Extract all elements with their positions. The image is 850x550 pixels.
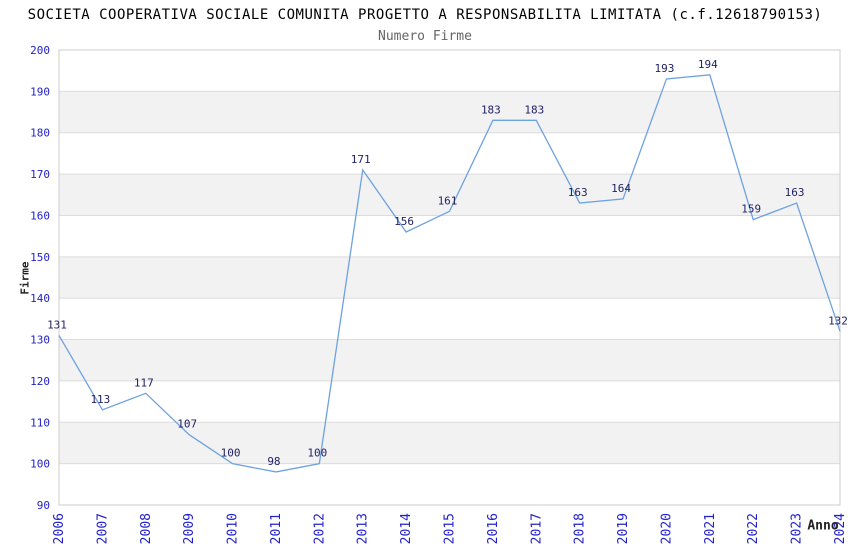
chart-subtitle: Numero Firme [378,29,472,44]
data-line [58,74,841,473]
value-label: 159 [741,203,761,216]
y-tick-label: 150 [30,251,50,264]
value-label: 98 [267,455,280,468]
value-label: 132 [828,314,848,327]
value-label: 193 [655,62,675,75]
value-label: 163 [785,186,805,199]
y-tick-label: 190 [30,85,50,98]
y-tick-label: 160 [30,209,50,222]
plot-band [59,91,840,133]
value-label: 113 [90,393,110,406]
chart-title: SOCIETA COOPERATIVA SOCIALE COMUNITA PRO… [27,7,823,23]
value-label: 161 [438,194,458,207]
y-tick-label: 120 [30,375,50,388]
x-tick-label: 2013 [356,513,371,544]
x-tick-label: 2019 [616,513,631,544]
x-tick-label: 2008 [139,513,154,544]
plot-border [58,49,841,506]
value-label: 164 [611,182,631,195]
x-tick-label: 2012 [312,513,327,544]
x-tick-label: 2007 [95,513,110,544]
x-tick-label: 2006 [52,513,67,544]
x-tick-label: 2011 [269,513,284,544]
x-tick-label: 2022 [746,513,761,544]
value-label: 156 [394,215,414,228]
y-tick-label: 140 [30,292,50,305]
plot-band [59,339,840,381]
value-label: 117 [134,376,154,389]
y-tick-label: 110 [30,416,50,429]
x-tick-label: 2010 [226,513,241,544]
value-label: 163 [568,186,588,199]
y-tick-label: 90 [37,499,50,512]
x-tick-label: 2016 [486,513,501,544]
value-label: 183 [524,103,544,116]
y-tick-label: 130 [30,334,50,347]
plot-band [59,422,840,464]
x-tick-label: 2014 [399,513,414,544]
value-label: 131 [47,318,67,331]
y-tick-label: 180 [30,127,50,140]
x-tick-label: 2015 [443,513,458,544]
plot-band [59,256,840,299]
y-tick-label: 100 [30,458,50,471]
y-tick-label: 200 [30,44,50,57]
value-label: 194 [698,58,718,71]
value-label: 100 [307,447,327,460]
x-axis-title: Anno [807,518,839,534]
x-tick-label: 2017 [529,513,544,544]
value-label: 100 [221,447,241,460]
x-tick-label: 2023 [790,513,805,544]
x-tick-label: 2024 [833,513,848,544]
x-tick-label: 2020 [659,513,674,544]
value-label: 171 [351,153,371,166]
value-label: 107 [177,418,197,431]
x-tick-label: 2021 [703,513,718,544]
y-tick-label: 170 [30,168,50,181]
plot-band [59,174,840,216]
x-tick-label: 2009 [182,513,197,544]
value-label: 183 [481,103,501,116]
x-tick-label: 2018 [573,513,588,544]
